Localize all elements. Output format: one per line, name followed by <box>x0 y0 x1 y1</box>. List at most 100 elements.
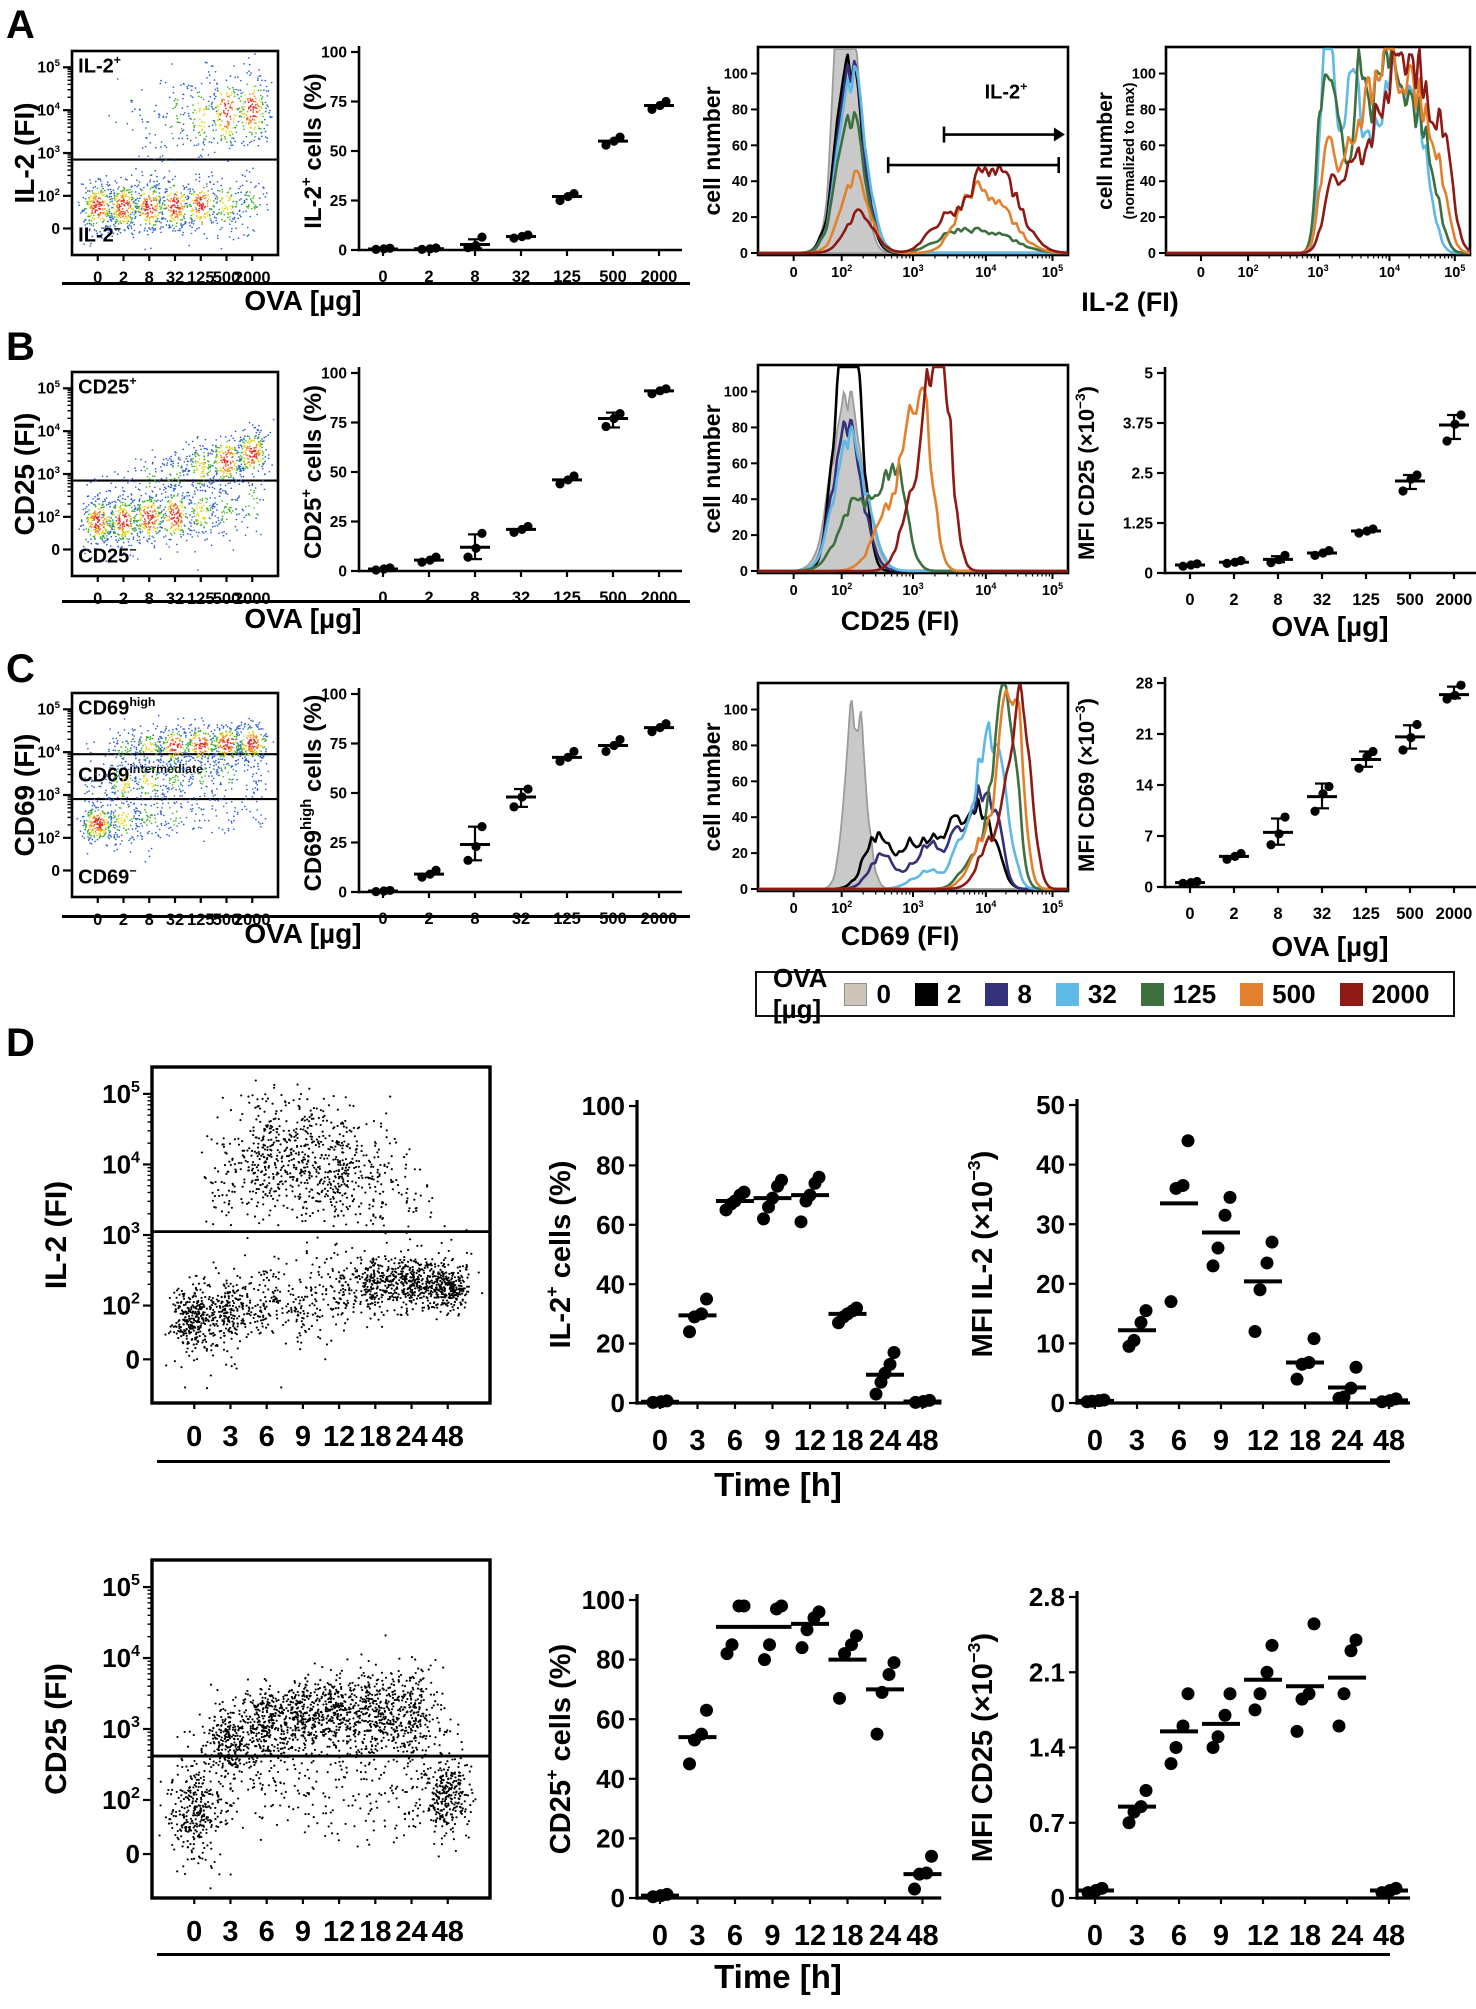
svg-text:0: 0 <box>338 884 347 901</box>
svg-text:CD25 (FI): CD25 (FI) <box>40 1663 73 1795</box>
legend-swatch-icon <box>844 982 868 1006</box>
svg-text:3: 3 <box>222 1421 238 1453</box>
svg-text:9: 9 <box>764 1920 780 1952</box>
svg-text:8: 8 <box>470 268 479 286</box>
panel-b-histogram: 0 20 40 60 80 100 0 102 103 104 105 cell number <box>699 363 1070 599</box>
svg-text:2: 2 <box>119 911 128 929</box>
legend-entry-label: 32 <box>1087 978 1117 1009</box>
panel-d-bottom-time-label: Time [h] <box>714 1958 842 1995</box>
svg-text:32: 32 <box>512 268 530 286</box>
svg-text:48: 48 <box>1373 1425 1405 1457</box>
svg-text:105: 105 <box>1042 263 1063 281</box>
svg-text:0: 0 <box>338 563 347 580</box>
svg-text:0: 0 <box>186 1916 202 1948</box>
legend-title: OVA [µg] <box>773 963 827 1024</box>
svg-text:75: 75 <box>330 736 348 753</box>
svg-text:3: 3 <box>689 1425 705 1457</box>
panel-b-percent-plot: 0 25 50 75 100 0 2 8 32 125 500 2000 CD25+ cells (%) <box>299 365 682 607</box>
svg-text:8: 8 <box>1273 591 1282 609</box>
svg-text:0: 0 <box>93 590 102 608</box>
svg-text:2000: 2000 <box>234 590 271 608</box>
svg-text:105: 105 <box>102 1078 140 1109</box>
svg-text:8: 8 <box>470 910 479 928</box>
svg-text:CD25+ cells (%): CD25+ cells (%) <box>542 1644 577 1854</box>
svg-text:9: 9 <box>1213 1425 1229 1457</box>
svg-text:100: 100 <box>724 67 748 83</box>
svg-text:IL-2+: IL-2+ <box>78 53 121 77</box>
svg-text:32: 32 <box>512 589 530 607</box>
svg-text:0: 0 <box>1185 905 1194 923</box>
svg-text:40: 40 <box>1036 1150 1065 1180</box>
svg-text:CD69−: CD69− <box>78 864 136 888</box>
svg-text:104: 104 <box>37 101 60 120</box>
svg-text:0: 0 <box>51 863 60 880</box>
svg-text:104: 104 <box>975 263 996 281</box>
svg-text:102: 102 <box>37 187 60 206</box>
svg-text:80: 80 <box>732 420 748 436</box>
legend-entry-label: 8 <box>1017 978 1032 1009</box>
svg-text:7: 7 <box>1144 828 1153 845</box>
svg-text:8: 8 <box>145 269 154 287</box>
svg-text:CD69 (FI): CD69 (FI) <box>9 734 40 857</box>
svg-text:6: 6 <box>1171 1425 1187 1457</box>
svg-text:9: 9 <box>295 1421 311 1453</box>
svg-text:24: 24 <box>395 1421 427 1453</box>
svg-text:2.1: 2.1 <box>1029 1657 1065 1687</box>
svg-text:6: 6 <box>1171 1920 1187 1952</box>
svg-text:24: 24 <box>1331 1920 1363 1952</box>
svg-text:500: 500 <box>599 589 627 607</box>
svg-text:6: 6 <box>259 1421 275 1453</box>
svg-text:20: 20 <box>1036 1269 1065 1299</box>
svg-text:50: 50 <box>1036 1090 1065 1120</box>
svg-text:0: 0 <box>790 901 798 917</box>
svg-text:0: 0 <box>126 1839 140 1869</box>
panel-b-axis-rule <box>62 600 690 603</box>
svg-text:IL-2−: IL-2− <box>78 222 121 246</box>
svg-text:60: 60 <box>732 456 748 472</box>
svg-text:104: 104 <box>1379 263 1400 281</box>
svg-text:9: 9 <box>764 1425 780 1457</box>
svg-text:100: 100 <box>582 1091 625 1121</box>
svg-text:18: 18 <box>359 1916 391 1948</box>
svg-text:2000: 2000 <box>1436 905 1473 923</box>
legend-swatch-icon <box>1240 982 1264 1006</box>
svg-text:125: 125 <box>553 268 581 286</box>
svg-text:105: 105 <box>1042 581 1063 599</box>
svg-text:0: 0 <box>186 1421 202 1453</box>
svg-text:6: 6 <box>727 1425 743 1457</box>
svg-text:103: 103 <box>37 465 60 484</box>
svg-text:102: 102 <box>37 508 60 527</box>
panel-c-percent-plot: 0 25 50 75 100 0 2 8 32 125 500 2000 CD69high cells … <box>299 686 682 928</box>
svg-text:102: 102 <box>37 829 60 848</box>
svg-text:103: 103 <box>102 1219 140 1250</box>
legend-entry: 2 <box>914 979 961 1010</box>
svg-text:75: 75 <box>330 415 348 432</box>
panel-c-letter: C <box>6 647 35 691</box>
panel-a-normalized-histogram: 0 20 40 60 80 100 0 102 103 104 105 cell number (nor… <box>1094 45 1472 281</box>
svg-text:25: 25 <box>330 835 348 852</box>
svg-text:CD25+ cells (%): CD25+ cells (%) <box>299 385 327 559</box>
svg-text:105: 105 <box>102 1571 140 1602</box>
legend-entry-label: 125 <box>1172 978 1217 1009</box>
svg-text:18: 18 <box>831 1920 863 1952</box>
svg-text:60: 60 <box>732 774 748 790</box>
svg-text:3: 3 <box>1129 1920 1145 1952</box>
svg-text:102: 102 <box>831 581 852 599</box>
svg-text:32: 32 <box>1313 591 1331 609</box>
svg-text:2: 2 <box>424 268 433 286</box>
svg-text:0: 0 <box>652 1920 668 1952</box>
legend-entry: 0 <box>844 979 891 1010</box>
legend-entries: 0 2 8 32 125 500 2000 <box>844 979 1453 1010</box>
svg-text:CD25 (FI): CD25 (FI) <box>9 413 40 536</box>
svg-text:9: 9 <box>1213 1920 1229 1952</box>
svg-text:21: 21 <box>1136 726 1154 743</box>
svg-text:12: 12 <box>1247 1425 1279 1457</box>
panel-a-histogram: 0 20 40 60 80 100 0 102 103 104 105 IL-2+ cell numbe… <box>699 45 1070 281</box>
svg-text:105: 105 <box>1444 263 1465 281</box>
svg-text:0: 0 <box>611 1388 625 1418</box>
